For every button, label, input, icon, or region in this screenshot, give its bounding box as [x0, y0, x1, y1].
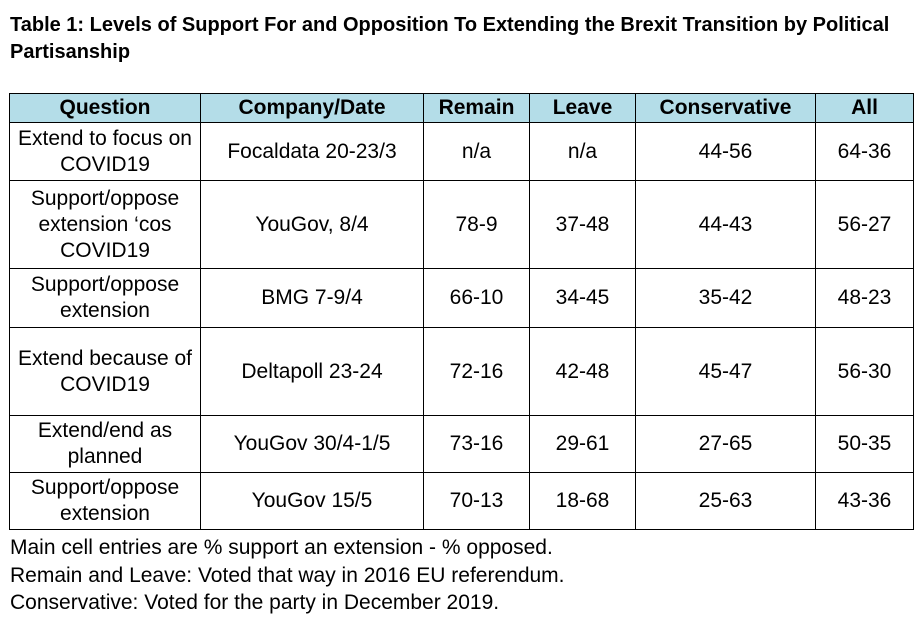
- cell-company-date: BMG 7-9/4: [200, 268, 424, 328]
- column-header-company-date: Company/Date: [200, 93, 424, 123]
- cell-conservative: 44-56: [635, 122, 816, 181]
- cell-conservative: 27-65: [635, 415, 816, 473]
- column-header-conservative: Conservative: [635, 93, 816, 123]
- column-header-question: Question: [9, 93, 201, 123]
- cell-company-date: Deltapoll 23-24: [200, 327, 424, 416]
- column-header-all: All: [815, 93, 914, 123]
- cell-all: 48-23: [815, 268, 914, 328]
- table-notes: Main cell entries are % support an exten…: [10, 534, 565, 617]
- table-row: Extend to focus on COVID19 Focaldata 20-…: [9, 122, 914, 181]
- cell-leave: 37-48: [529, 180, 636, 269]
- cell-leave: 18-68: [529, 472, 636, 530]
- table-title: Table 1: Levels of Support For and Oppos…: [10, 14, 890, 63]
- cell-leave: n/a: [529, 122, 636, 181]
- cell-question: Support/oppose extension: [9, 268, 201, 328]
- cell-conservative: 45-47: [635, 327, 816, 416]
- note-line: Conservative: Voted for the party in Dec…: [10, 591, 500, 614]
- cell-leave: 42-48: [529, 327, 636, 416]
- cell-company-date: YouGov, 8/4: [200, 180, 424, 269]
- cell-leave: 34-45: [529, 268, 636, 328]
- cell-company-date: Focaldata 20-23/3: [200, 122, 424, 181]
- cell-remain: 73-16: [423, 415, 530, 473]
- note-line: Remain and Leave: Voted that way in 2016…: [10, 563, 565, 587]
- cell-company-date: YouGov 30/4-1/5: [200, 415, 424, 473]
- cell-remain: 66-10: [423, 268, 530, 328]
- cell-conservative: 44-43: [635, 180, 816, 269]
- cell-company-date: YouGov 15/5: [200, 472, 424, 530]
- header-row: Question Company/Date Remain Leave Conse…: [9, 93, 914, 123]
- table-row: Support/oppose extension YouGov 15/5 70-…: [9, 472, 914, 530]
- table-row: Support/oppose extension ‘cos COVID19 Yo…: [9, 180, 914, 269]
- column-header-remain: Remain: [423, 93, 530, 123]
- column-header-leave: Leave: [529, 93, 636, 123]
- note-line: Main cell entries are % support an exten…: [10, 536, 553, 559]
- cell-remain: n/a: [423, 122, 530, 181]
- cell-leave: 29-61: [529, 415, 636, 473]
- cell-all: 64-36: [815, 122, 914, 181]
- table-row: Extend because of COVID19 Deltapoll 23-2…: [9, 327, 914, 416]
- cell-question: Support/oppose extension ‘cos COVID19: [9, 180, 201, 269]
- table-row: Support/oppose extension BMG 7-9/4 66-10…: [9, 268, 914, 328]
- cell-remain: 70-13: [423, 472, 530, 530]
- cell-all: 56-30: [815, 327, 914, 416]
- table-row: Extend/end as planned YouGov 30/4-1/5 73…: [9, 415, 914, 473]
- cell-conservative: 35-42: [635, 268, 816, 328]
- cell-remain: 78-9: [423, 180, 530, 269]
- cell-question: Extend/end as planned: [9, 415, 201, 473]
- cell-all: 43-36: [815, 472, 914, 530]
- cell-all: 50-35: [815, 415, 914, 473]
- brexit-support-table: Question Company/Date Remain Leave Conse…: [9, 93, 914, 530]
- cell-question: Extend to focus on COVID19: [9, 122, 201, 181]
- cell-remain: 72-16: [423, 327, 530, 416]
- cell-question: Extend because of COVID19: [9, 327, 201, 416]
- cell-conservative: 25-63: [635, 472, 816, 530]
- cell-all: 56-27: [815, 180, 914, 269]
- cell-question: Support/oppose extension: [9, 472, 201, 530]
